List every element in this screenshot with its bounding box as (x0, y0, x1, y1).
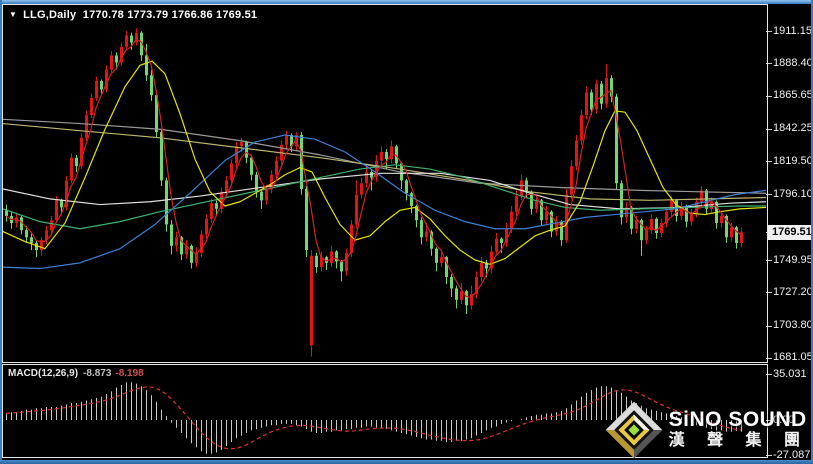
window-frame-top (0, 0, 813, 4)
symbol-info-label: ▼ LLG,Daily 1770.78 1773.79 1766.86 1769.… (9, 9, 257, 21)
macd-signal-value: -8.198 (115, 368, 144, 379)
price-axis-label: 1727.20 (773, 285, 813, 298)
symbol-ohlc-values: 1770.78 1773.79 1766.86 1769.51 (82, 9, 258, 21)
window-frame-right (811, 0, 813, 464)
brand-diamond-icon (605, 401, 662, 459)
brand-name: SiNO SOUND (668, 408, 807, 431)
price-axis-label: 1842.25 (773, 122, 813, 135)
macd-axis-label: 0.00 (773, 413, 795, 426)
window-frame-bottom (0, 460, 813, 464)
current-price-badge: 1769.51 (768, 224, 813, 240)
price-axis-label: 1865.65 (773, 89, 813, 102)
macd-name: MACD(12,26,9) (8, 368, 79, 379)
price-axis-label: 1681.05 (773, 351, 813, 364)
brand-name-chinese: 漢 聲 集 團 (668, 432, 809, 449)
price-axis-label: 1796.10 (773, 187, 813, 200)
brand-logo: SiNO SOUND 漢 聲 集 團 (605, 401, 809, 459)
window-frame-left (0, 0, 2, 464)
price-axis-label: 1819.50 (773, 154, 813, 167)
price-axis-label: 1911.15 (773, 24, 812, 37)
symbol-name: LLG,Daily (23, 9, 77, 21)
macd-axis-label: 35.031 (773, 367, 807, 380)
macd-axis-label: -27.087 (773, 448, 811, 461)
price-axis-label: 1703.80 (773, 319, 813, 332)
price-axis[interactable]: 1769.51 1911.15 1888.40 1865.65 1842.25 1819… (768, 0, 813, 464)
macd-indicator-label: MACD(12,26,9) -8.873 -8.198 (8, 368, 144, 379)
price-axis-label: 1749.95 (773, 253, 813, 266)
symbol-dropdown-icon[interactable]: ▼ (9, 10, 18, 19)
price-axis-label: 1888.40 (773, 56, 813, 69)
macd-main-value: -8.873 (83, 368, 112, 379)
